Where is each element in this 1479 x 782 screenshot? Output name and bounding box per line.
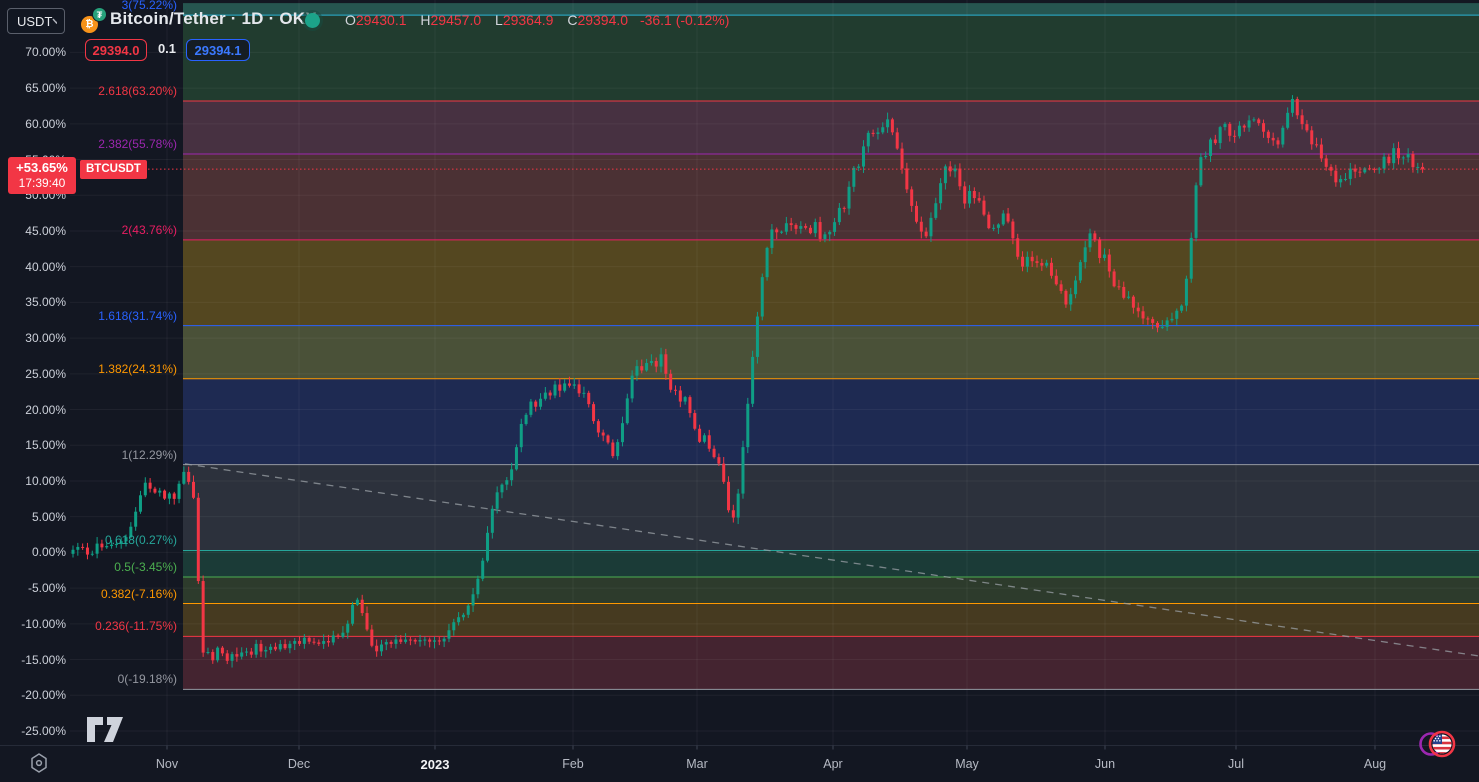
price-axis-label: 40.00% [25, 259, 66, 274]
fib-level-label: 2(43.76%) [121, 222, 177, 237]
fib-band [183, 550, 1479, 578]
fib-level-label: 0.5(-3.45%) [114, 560, 177, 575]
price-axis-label: 30.00% [25, 331, 66, 346]
currency-select[interactable]: USDT [7, 8, 65, 34]
time-axis-label: Apr [823, 757, 843, 771]
change-countdown-badge: +53.65% 17:39:40 [8, 157, 76, 194]
price-axis-label: 25.00% [25, 366, 66, 381]
price-axis-label: 45.00% [25, 223, 66, 238]
price-axis-label: 60.00% [25, 116, 66, 131]
fib-band [183, 636, 1479, 690]
time-axis-label: Mar [686, 757, 708, 771]
fib-level-label: 0.382(-7.16%) [100, 586, 177, 601]
fib-level-label: 0.618(0.27%) [104, 533, 177, 548]
price-axis-label: -25.00% [21, 723, 66, 738]
fib-level-label: 1.382(24.31%) [98, 361, 177, 376]
fib-band [183, 577, 1479, 604]
price-axis-label: 20.00% [25, 402, 66, 417]
tradingview-logo[interactable] [86, 716, 124, 748]
fib-level-label: 0(-19.18%) [117, 672, 177, 687]
fib-band [183, 239, 1479, 326]
price-axis-label: 0.00% [31, 545, 66, 560]
symbol-price-tag[interactable]: BTCUSDT [80, 160, 147, 179]
time-axis-label: 2023 [420, 757, 450, 772]
time-axis-label: May [955, 757, 979, 771]
fib-band [183, 153, 1479, 240]
fib-level-label: 3(75.22%) [121, 0, 177, 13]
price-axis-label: 15.00% [25, 438, 66, 453]
axis-settings-gear-icon[interactable] [28, 752, 50, 779]
fib-level-label: 1.618(31.74%) [98, 308, 177, 323]
price-axis-label: 70.00% [25, 45, 66, 60]
bar-countdown: 17:39:40 [18, 176, 66, 190]
fib-band [183, 15, 1479, 101]
quote-row: 29394.0 0.1 29394.1 [0, 37, 420, 63]
fib-band [183, 603, 1479, 637]
price-axis-label: 65.00% [25, 81, 66, 96]
time-axis-label: Aug [1363, 757, 1387, 771]
change-percent: +53.65% [16, 160, 68, 175]
price-axis-label: -20.00% [21, 688, 66, 703]
price-axis-label: -5.00% [27, 581, 66, 596]
chevron-down-icon [52, 18, 57, 24]
fib-level-label: 0.236(-11.75%) [95, 619, 177, 634]
fib-band [183, 100, 1479, 154]
fib-level-label: 1(12.29%) [121, 447, 177, 462]
trendline[interactable] [184, 463, 1479, 657]
spread-value: 0.1 [157, 41, 177, 56]
buy-price-button[interactable]: 29394.1 [186, 39, 250, 61]
sell-price-button[interactable]: 29394.0 [85, 39, 147, 61]
fib-band [183, 3, 1479, 16]
price-axis-label: 5.00% [31, 509, 66, 524]
time-axis-label: Jun [1094, 757, 1116, 771]
price-axis-label: 35.00% [25, 295, 66, 310]
time-axis-label: Nov [155, 757, 179, 771]
time-axis-label: Dec [287, 757, 311, 771]
us-flag-cursor-icon[interactable] [1410, 726, 1462, 771]
time-axis-label: Feb [562, 757, 584, 771]
price-axis-label: -10.00% [21, 616, 66, 631]
fib-band [183, 464, 1479, 551]
fib-level-label: 2.618(63.20%) [98, 83, 177, 98]
price-axis-label: -15.00% [21, 652, 66, 667]
fib-band [183, 378, 1479, 465]
fib-band [183, 325, 1479, 379]
price-axis-label: 10.00% [25, 473, 66, 488]
fib-level-label: 2.382(55.78%) [98, 136, 177, 151]
currency-select-value: USDT [17, 13, 53, 29]
time-axis-label: Jul [1228, 757, 1244, 771]
